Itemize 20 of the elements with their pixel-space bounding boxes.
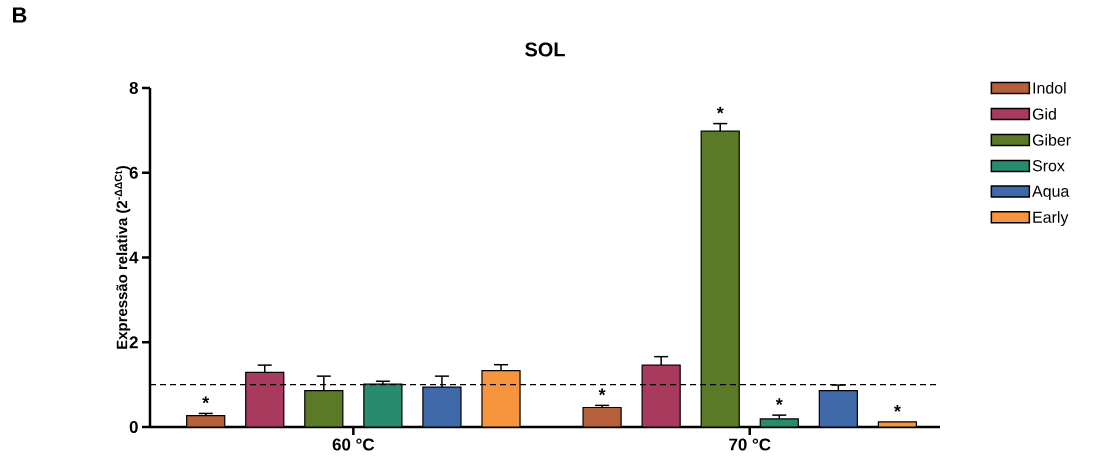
- legend-label: Srox: [1032, 160, 1065, 172]
- chart-title: SOL: [525, 42, 565, 57]
- data-label: *: [775, 398, 783, 405]
- text: B: [12, 7, 27, 23]
- y-tick-label: 8: [129, 82, 138, 94]
- data-label: *: [893, 405, 901, 412]
- y-tick-label: 4: [129, 251, 139, 264]
- y-tick-label: 6: [129, 166, 138, 179]
- legend-label: Indol: [1033, 82, 1066, 94]
- legend-label: Early: [1033, 211, 1069, 227]
- data-label: *: [716, 106, 724, 114]
- legend-label: Gid: [1032, 108, 1056, 120]
- y-tick-label: 2: [129, 336, 138, 349]
- data-label: *: [598, 388, 606, 396]
- legend-label: Aqua: [1032, 185, 1070, 200]
- x-tick-label: 70 °C: [729, 438, 771, 451]
- y-tick-label: 0: [129, 421, 138, 433]
- legend-label: Giber: [1032, 134, 1071, 146]
- data-label: *: [202, 396, 210, 404]
- x-tick-label: 60 °C: [332, 438, 375, 451]
